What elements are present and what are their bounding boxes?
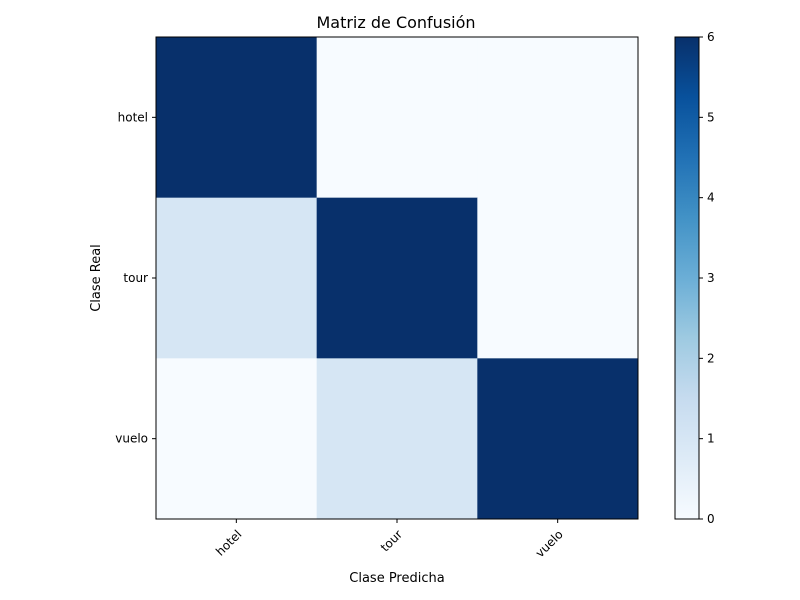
colorbar-tick-label-0: 0 [707,512,715,526]
y-axis-ticks: hotel tour vuelo [115,110,156,446]
heatmap-cells [156,37,639,520]
y-axis-label: Clase Real [89,244,104,312]
x-axis-label: Clase Predicha [349,571,444,586]
colorbar [674,36,700,520]
colorbar-tick-label-2: 2 [707,351,715,365]
y-tick-label-tour: tour [123,271,148,285]
heatmap-cell-vuelo-hotel [156,358,318,520]
heatmap-cell-vuelo-tour [316,358,478,520]
heatmap-cell-hotel-hotel [156,37,318,199]
colorbar-tick-label-6: 6 [707,30,715,44]
x-tick-label-tour: tour [378,527,405,554]
y-tick-label-hotel: hotel [118,110,148,124]
colorbar-tick-label-4: 4 [707,191,715,205]
x-axis-ticks: hotel tour vuelo [213,519,566,560]
heatmap-cell-tour-vuelo [477,197,639,359]
colorbar-tick-label-3: 3 [707,271,715,285]
chart-title: Matriz de Confusión [316,13,475,32]
y-tick-label-vuelo: vuelo [115,432,148,446]
colorbar-ticks: 0 1 2 3 4 5 6 [699,30,715,526]
colorbar-tick-label-5: 5 [707,110,715,124]
x-tick-label-vuelo: vuelo [533,527,566,560]
heatmap-cell-tour-hotel [156,197,318,359]
heatmap-cell-vuelo-vuelo [477,358,639,520]
colorbar-tick-label-1: 1 [707,432,715,446]
heatmap-cell-hotel-vuelo [477,37,639,199]
x-tick-label-hotel: hotel [213,527,244,558]
heatmap-cell-hotel-tour [316,37,478,199]
heatmap-cell-tour-tour [316,197,478,359]
